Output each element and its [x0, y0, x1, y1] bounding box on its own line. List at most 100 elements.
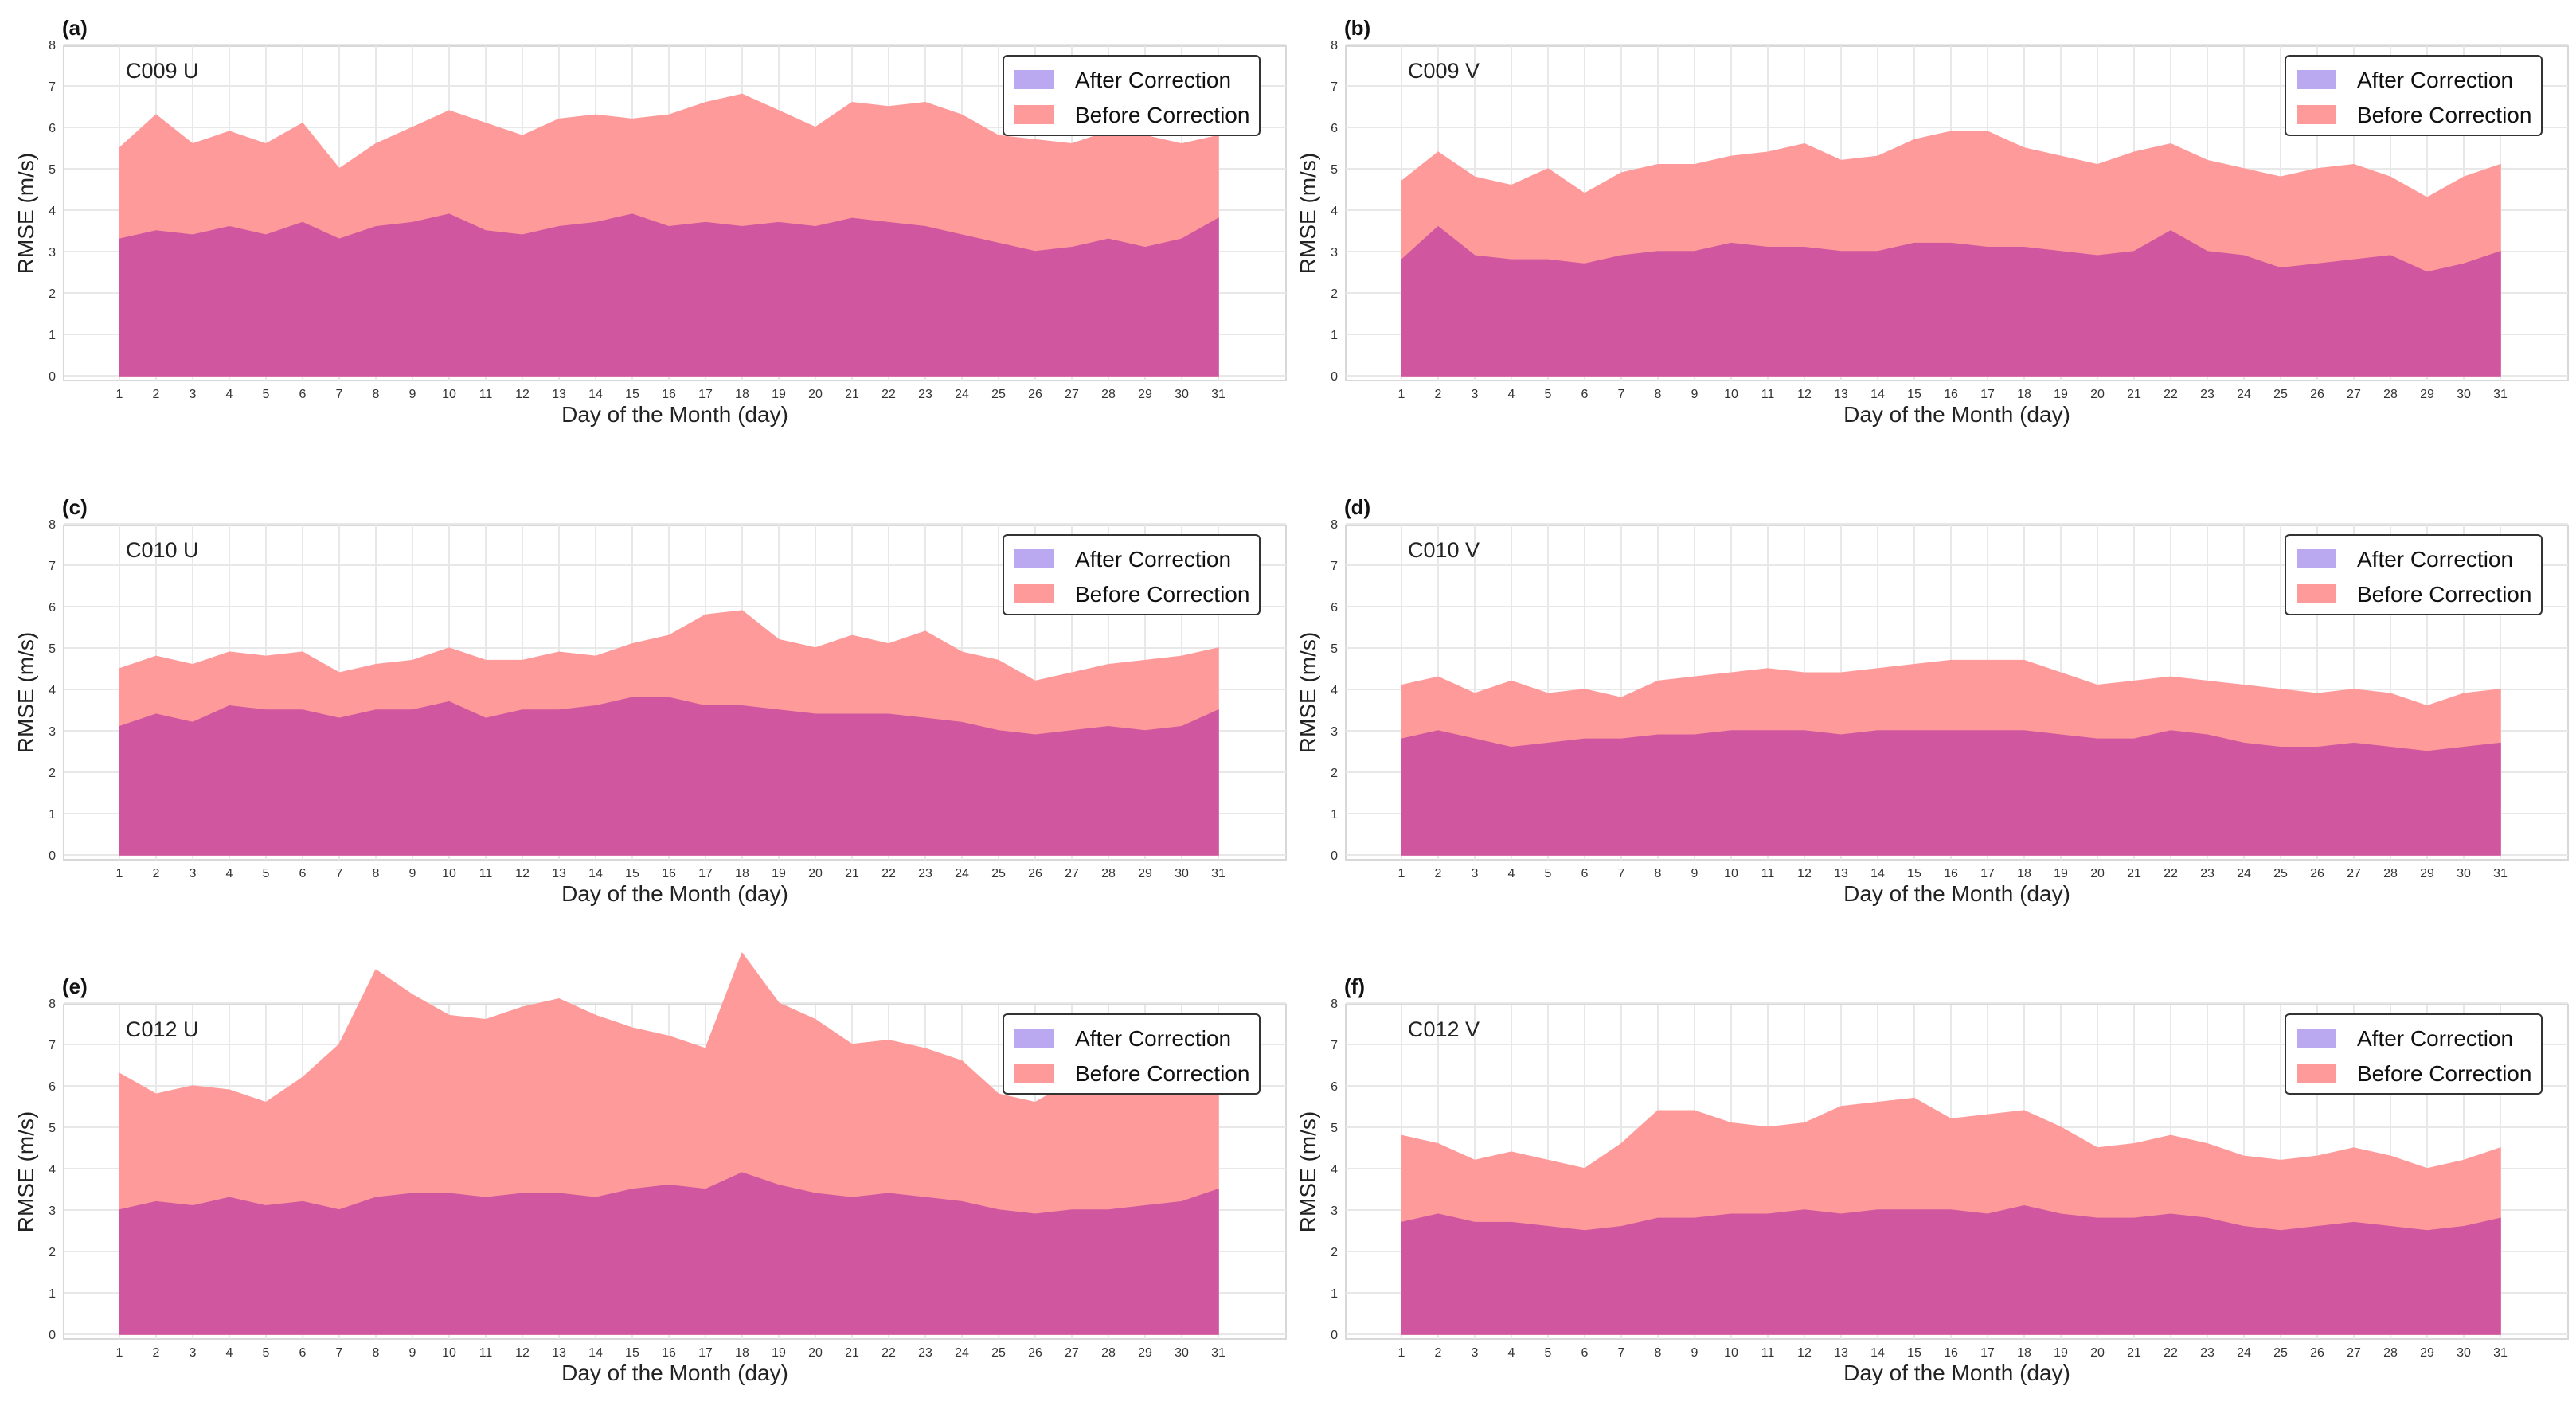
x-tick-label: 12 — [515, 867, 530, 880]
x-tick-label: 19 — [772, 867, 786, 880]
x-tick-label: 23 — [2200, 867, 2214, 880]
legend-box — [1003, 534, 1261, 615]
y-tick-label: 4 — [49, 1163, 56, 1177]
panel-tag: (a) — [62, 16, 88, 40]
x-tick-label: 29 — [2420, 867, 2434, 880]
x-axis-label: Day of the Month (day) — [1843, 402, 2070, 427]
x-tick-label: 22 — [881, 867, 896, 880]
y-tick-label: 5 — [1331, 163, 1338, 177]
y-tick-label: 2 — [1331, 287, 1338, 301]
x-tick-label: 10 — [1724, 867, 1738, 880]
x-tick-label: 17 — [1980, 1346, 1995, 1360]
station-title: C012 V — [1408, 1017, 1480, 1041]
x-tick-label: 17 — [698, 388, 713, 401]
x-tick-label: 24 — [2237, 1346, 2251, 1360]
y-tick-label: 8 — [49, 518, 56, 532]
x-tick-label: 10 — [1724, 1346, 1738, 1360]
legend-swatch-after — [2297, 1029, 2336, 1048]
x-tick-label: 16 — [1944, 867, 1958, 880]
y-tick-label: 4 — [1331, 1163, 1338, 1177]
x-tick-label: 31 — [2493, 388, 2508, 401]
after-correction-area — [1401, 225, 2501, 377]
x-tick-label: 2 — [1435, 867, 1442, 880]
x-tick-label: 3 — [190, 867, 197, 880]
x-tick-label: 14 — [1870, 1346, 1885, 1360]
x-tick-label: 3 — [1472, 867, 1479, 880]
x-tick-label: 16 — [662, 388, 676, 401]
y-tick-label: 3 — [49, 246, 56, 260]
x-tick-label: 20 — [808, 867, 823, 880]
x-tick-label: 4 — [1508, 388, 1515, 401]
x-tick-label: 26 — [1028, 867, 1042, 880]
y-tick-label: 5 — [1331, 642, 1338, 656]
x-tick-label: 19 — [2054, 388, 2068, 401]
x-tick-label: 5 — [1545, 388, 1552, 401]
legend-label-after: After Correction — [2357, 1026, 2513, 1051]
y-axis-label: RMSE (m/s) — [14, 632, 38, 753]
x-tick-label: 10 — [442, 1346, 456, 1360]
legend-swatch-after — [1014, 1029, 1054, 1048]
x-tick-label: 23 — [918, 867, 932, 880]
x-tick-label: 15 — [625, 867, 639, 880]
y-tick-label: 2 — [49, 1246, 56, 1259]
y-tick-label: 7 — [1331, 560, 1338, 573]
x-tick-label: 24 — [955, 1346, 969, 1360]
x-tick-label: 11 — [479, 388, 493, 401]
y-tick-label: 4 — [49, 205, 56, 218]
legend-label-before: Before Correction — [1075, 103, 1249, 127]
x-tick-label: 13 — [1834, 867, 1848, 880]
x-tick-label: 7 — [336, 388, 343, 401]
x-tick-label: 5 — [263, 388, 270, 401]
x-tick-label: 15 — [1907, 388, 1921, 401]
x-tick-label: 23 — [918, 388, 932, 401]
x-tick-label: 13 — [1834, 388, 1848, 401]
x-tick-label: 1 — [116, 867, 123, 880]
x-tick-label: 3 — [190, 1346, 197, 1360]
panel-tag: (f) — [1344, 974, 1365, 998]
x-tick-label: 9 — [1691, 388, 1698, 401]
x-tick-label: 24 — [955, 388, 969, 401]
y-tick-label: 6 — [49, 122, 56, 135]
x-tick-label: 27 — [2347, 867, 2361, 880]
x-tick-label: 2 — [153, 388, 160, 401]
y-tick-label: 1 — [49, 329, 56, 342]
x-tick-label: 28 — [2383, 388, 2398, 401]
y-tick-label: 2 — [1331, 767, 1338, 780]
legend-label-before: Before Correction — [1075, 1061, 1249, 1086]
x-tick-label: 13 — [1834, 1346, 1848, 1360]
x-tick-label: 8 — [373, 1346, 380, 1360]
x-tick-label: 23 — [2200, 388, 2214, 401]
legend-box — [2285, 1013, 2543, 1095]
x-tick-label: 13 — [552, 388, 566, 401]
x-tick-label: 19 — [772, 388, 786, 401]
legend-label-after: After Correction — [1075, 547, 1231, 572]
x-tick-label: 27 — [1065, 1346, 1079, 1360]
x-tick-label: 8 — [1655, 388, 1662, 401]
x-tick-label: 18 — [735, 1346, 749, 1360]
y-tick-label: 7 — [49, 80, 56, 94]
x-tick-label: 26 — [2310, 1346, 2324, 1360]
y-tick-label: 2 — [49, 767, 56, 780]
x-tick-label: 28 — [2383, 1346, 2398, 1360]
y-tick-label: 0 — [49, 1329, 56, 1342]
x-tick-label: 20 — [808, 388, 823, 401]
x-tick-label: 22 — [881, 388, 896, 401]
y-tick-label: 3 — [1331, 246, 1338, 260]
x-tick-label: 14 — [1870, 388, 1885, 401]
x-tick-label: 8 — [1655, 1346, 1662, 1360]
x-tick-label: 11 — [479, 1346, 493, 1360]
x-axis-label: Day of the Month (day) — [1843, 881, 2070, 906]
x-tick-label: 2 — [153, 867, 160, 880]
after-correction-area — [1401, 1205, 2501, 1335]
x-tick-label: 14 — [588, 867, 603, 880]
x-tick-label: 5 — [1545, 1346, 1552, 1360]
x-tick-label: 15 — [625, 388, 639, 401]
after-correction-area — [119, 1172, 1219, 1335]
x-tick-label: 29 — [2420, 388, 2434, 401]
x-tick-label: 4 — [226, 867, 233, 880]
x-tick-label: 9 — [409, 388, 416, 401]
x-tick-label: 29 — [1138, 867, 1152, 880]
x-axis-label: Day of the Month (day) — [561, 1360, 788, 1385]
legend-swatch-after — [2297, 549, 2336, 568]
legend-box — [1003, 55, 1261, 136]
